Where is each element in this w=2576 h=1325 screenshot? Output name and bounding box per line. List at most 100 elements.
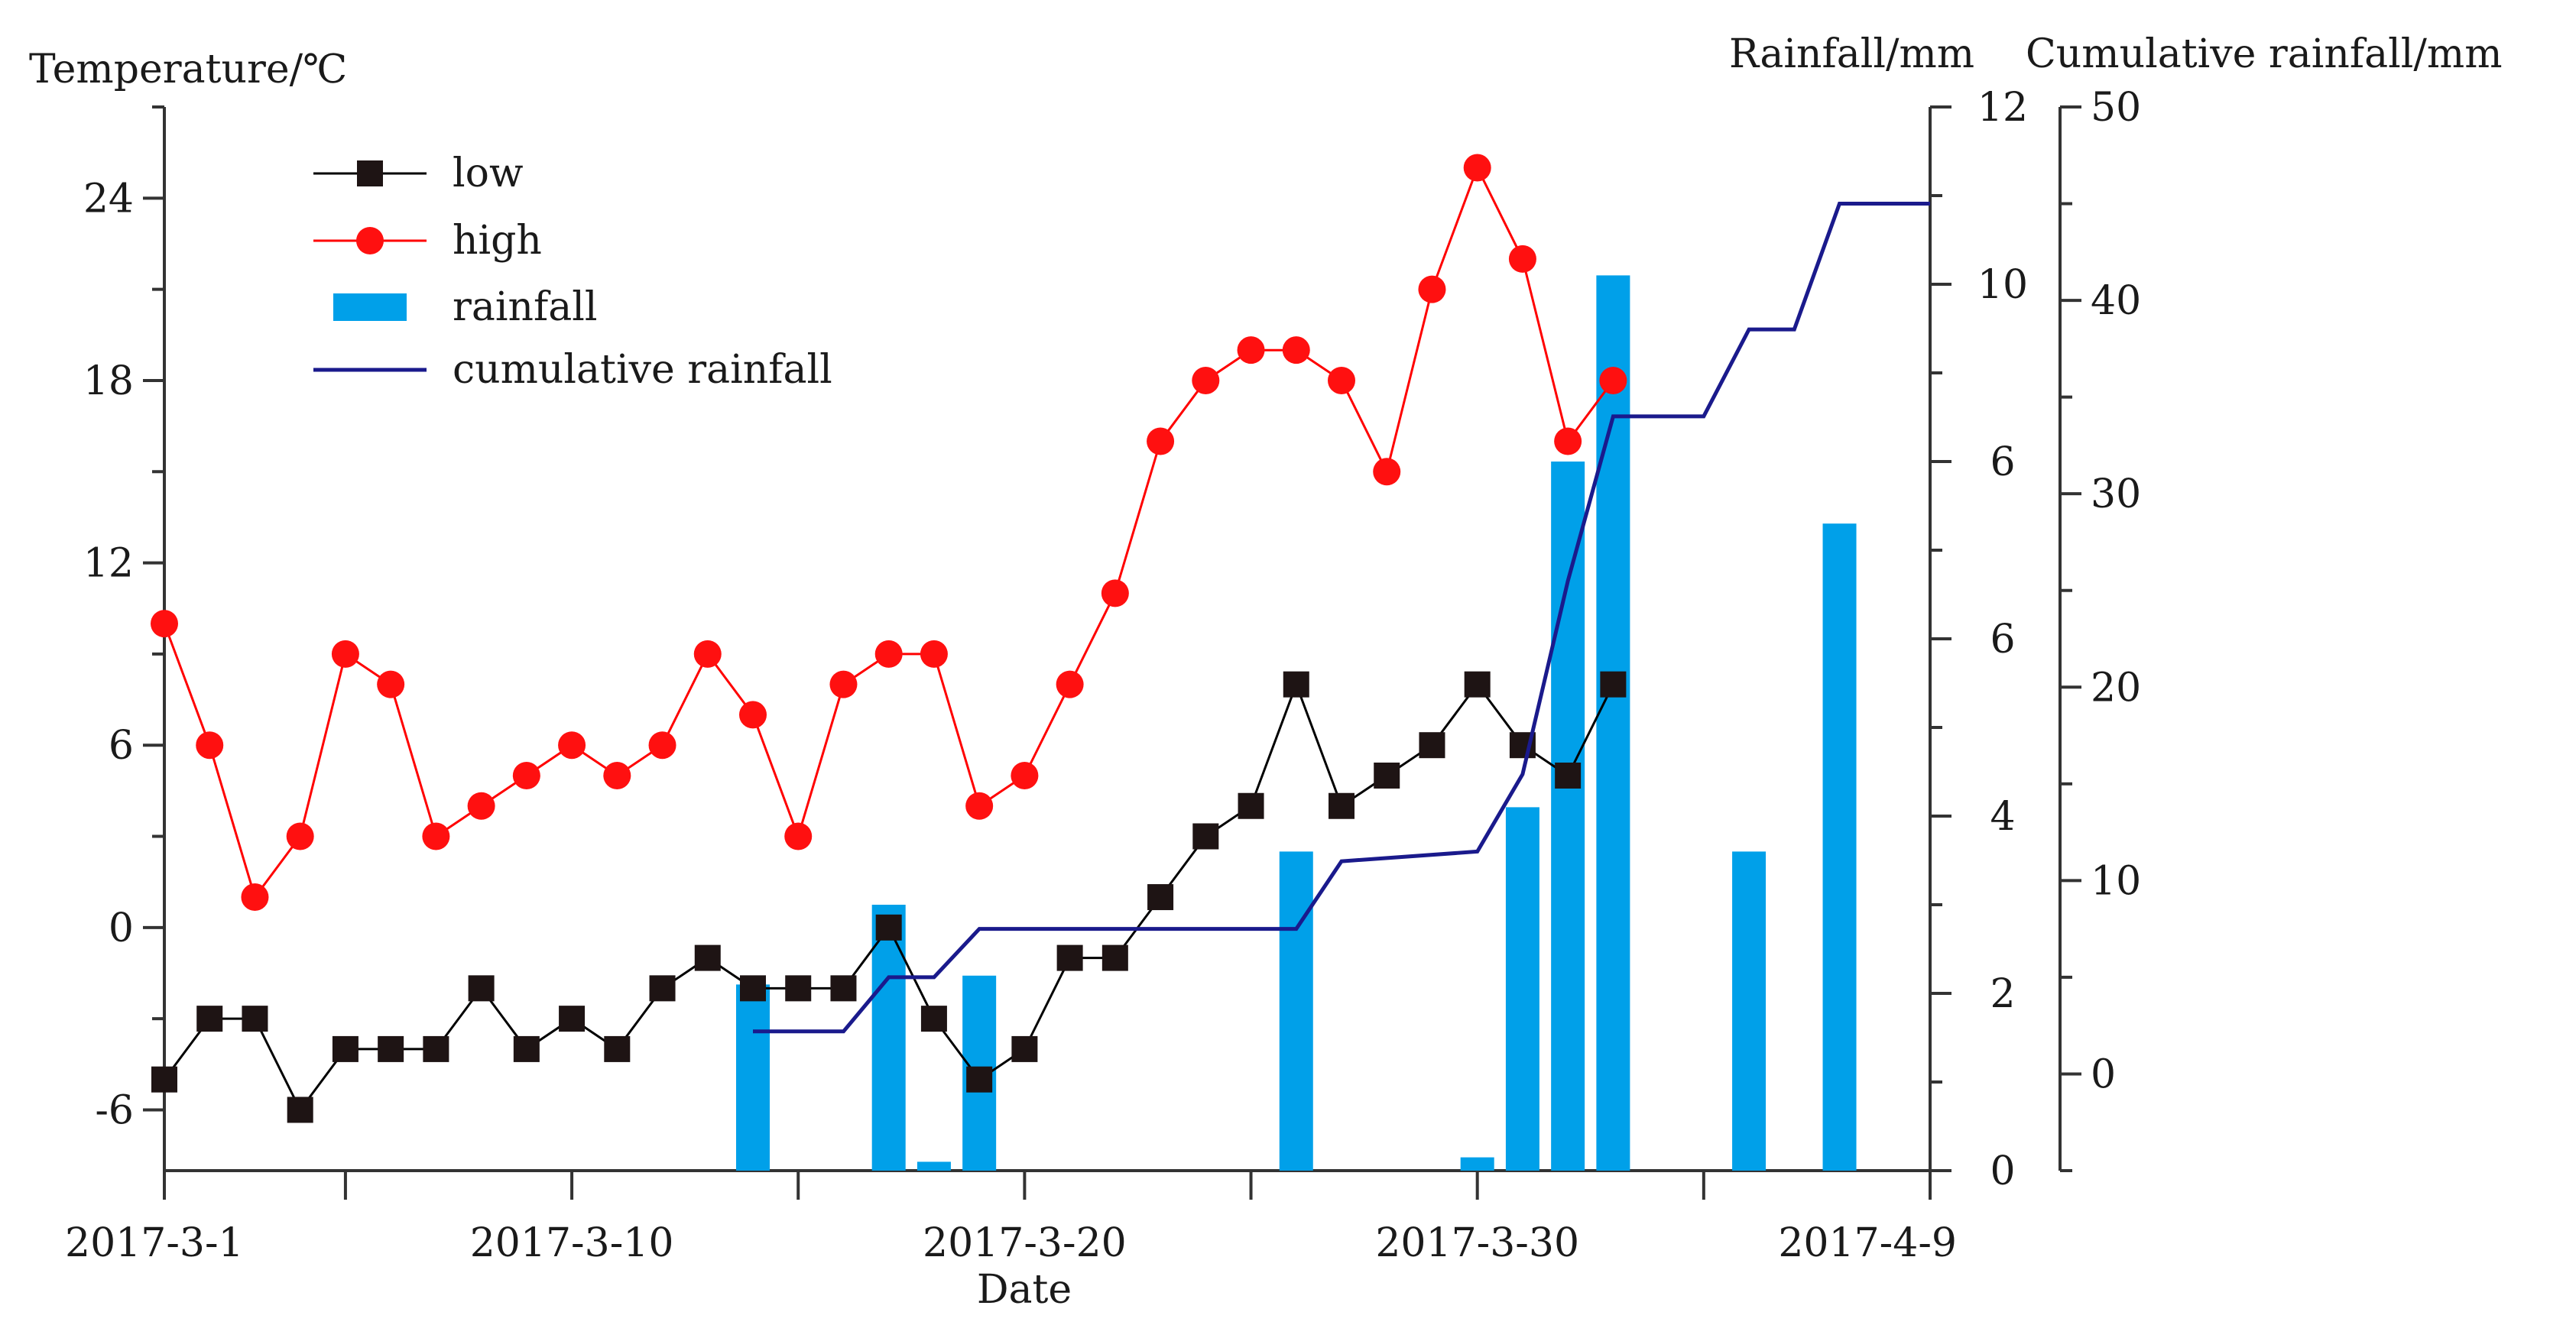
high-point [603,761,631,789]
rainfall-bar [1596,275,1630,1171]
low-point [1238,792,1264,819]
rainfall-tick-label: 6 [1990,439,2015,485]
high-point [1373,458,1401,486]
low-point [830,975,857,1002]
high-point [196,731,224,760]
low-point [694,944,721,971]
high-point [693,640,722,668]
high-point [467,792,495,820]
temperature-tick-label: 12 [83,541,134,587]
rainfall-bar [1822,523,1857,1171]
low-point [1419,732,1445,759]
rainfall-bar [736,984,770,1171]
legend-label: cumulative rainfall [453,347,832,393]
legend-low-marker [357,160,383,186]
temperature-tick-label: -6 [95,1087,134,1133]
temperature-tick-label: 18 [83,358,134,404]
low-point [1056,944,1083,971]
rainfall-tick-label: 4 [1990,794,2015,840]
rainfall-tick-label: 6 [1990,617,2015,662]
low-point [1101,944,1128,971]
high-point [784,822,813,850]
high-point [1554,427,1582,455]
low-point [1192,823,1219,850]
legend-label: rainfall [453,284,598,330]
legend-label: low [453,151,523,196]
rainfall-tick-label: 2 [1990,971,2015,1017]
high-point [422,822,450,850]
rainfall-bar [1460,1157,1494,1171]
rainfall-bar [1279,851,1313,1171]
low-point [242,1006,268,1032]
high-point [739,701,767,729]
legend-label: high [453,218,542,264]
cumulative-tick-label: 30 [2091,471,2141,517]
temperature-tick-label: 0 [109,905,134,951]
rainfall-tick-label: 10 [1977,262,2028,308]
high-point [377,670,405,698]
high-point [1418,275,1446,303]
high-point [1147,427,1175,455]
legend-rainfall-swatch [333,293,407,321]
high-point [1056,670,1084,698]
rainfall-bar [917,1161,951,1171]
rainfall-bar [1732,851,1767,1171]
high-point [1282,336,1310,364]
high-point [241,883,269,912]
high-point [1101,579,1129,607]
low-point [423,1035,449,1062]
x-tick-label: 2017-3-10 [470,1220,674,1266]
x-tick-label: 2017-3-1 [65,1220,244,1266]
legend-high-marker [356,227,384,254]
low-point [559,1006,586,1032]
low-point [785,975,812,1002]
low-point [332,1035,358,1062]
high-point [1011,761,1039,789]
high-point [648,731,676,760]
rainfall-tick-label: 0 [1990,1148,2015,1194]
low-point [966,1066,993,1093]
high-point [920,640,948,668]
low-point [1147,884,1174,911]
high-point [1192,366,1220,394]
low-point [920,1006,947,1032]
cumulative-tick-label: 20 [2091,665,2141,711]
high-point [331,640,359,668]
cumulative-axis-title: Cumulative rainfall/mm [2026,31,2503,77]
temperature-axis-title: Temperature/℃ [29,47,347,92]
low-point [196,1006,223,1032]
low-point [1555,762,1582,789]
low-point [1329,792,1355,819]
cumulative-tick-label: 10 [2091,858,2141,904]
low-point [875,914,902,941]
low-point [740,975,766,1002]
cumulative-tick-label: 50 [2091,85,2141,131]
low-point [1011,1035,1038,1062]
x-tick-label: 2017-4-9 [1778,1220,1957,1266]
high-point [1237,336,1265,364]
high-point [151,610,178,638]
cumulative-tick-label: 0 [2091,1051,2116,1097]
cumulative-tick-label: 40 [2091,278,2141,324]
rainfall-bars [736,275,1857,1171]
rainfall-bar [1551,462,1585,1171]
high-point [286,822,314,850]
low-point [378,1035,404,1062]
high-point [965,792,994,820]
high-point [558,731,586,760]
x-tick-label: 2017-3-30 [1375,1220,1579,1266]
rainfall-bar [1505,807,1539,1171]
low-point [1374,762,1400,789]
legend: low high rainfall cumulative rainfall [313,151,832,393]
temperature-tick-label: 6 [109,723,134,769]
low-point [649,975,676,1002]
series-lines [151,154,1930,1123]
high-point [829,670,858,698]
low-point [468,975,495,1002]
low-point [151,1066,177,1093]
low-point [287,1097,313,1123]
high-point [1463,154,1491,182]
temperature-tick-label: 24 [83,176,134,222]
